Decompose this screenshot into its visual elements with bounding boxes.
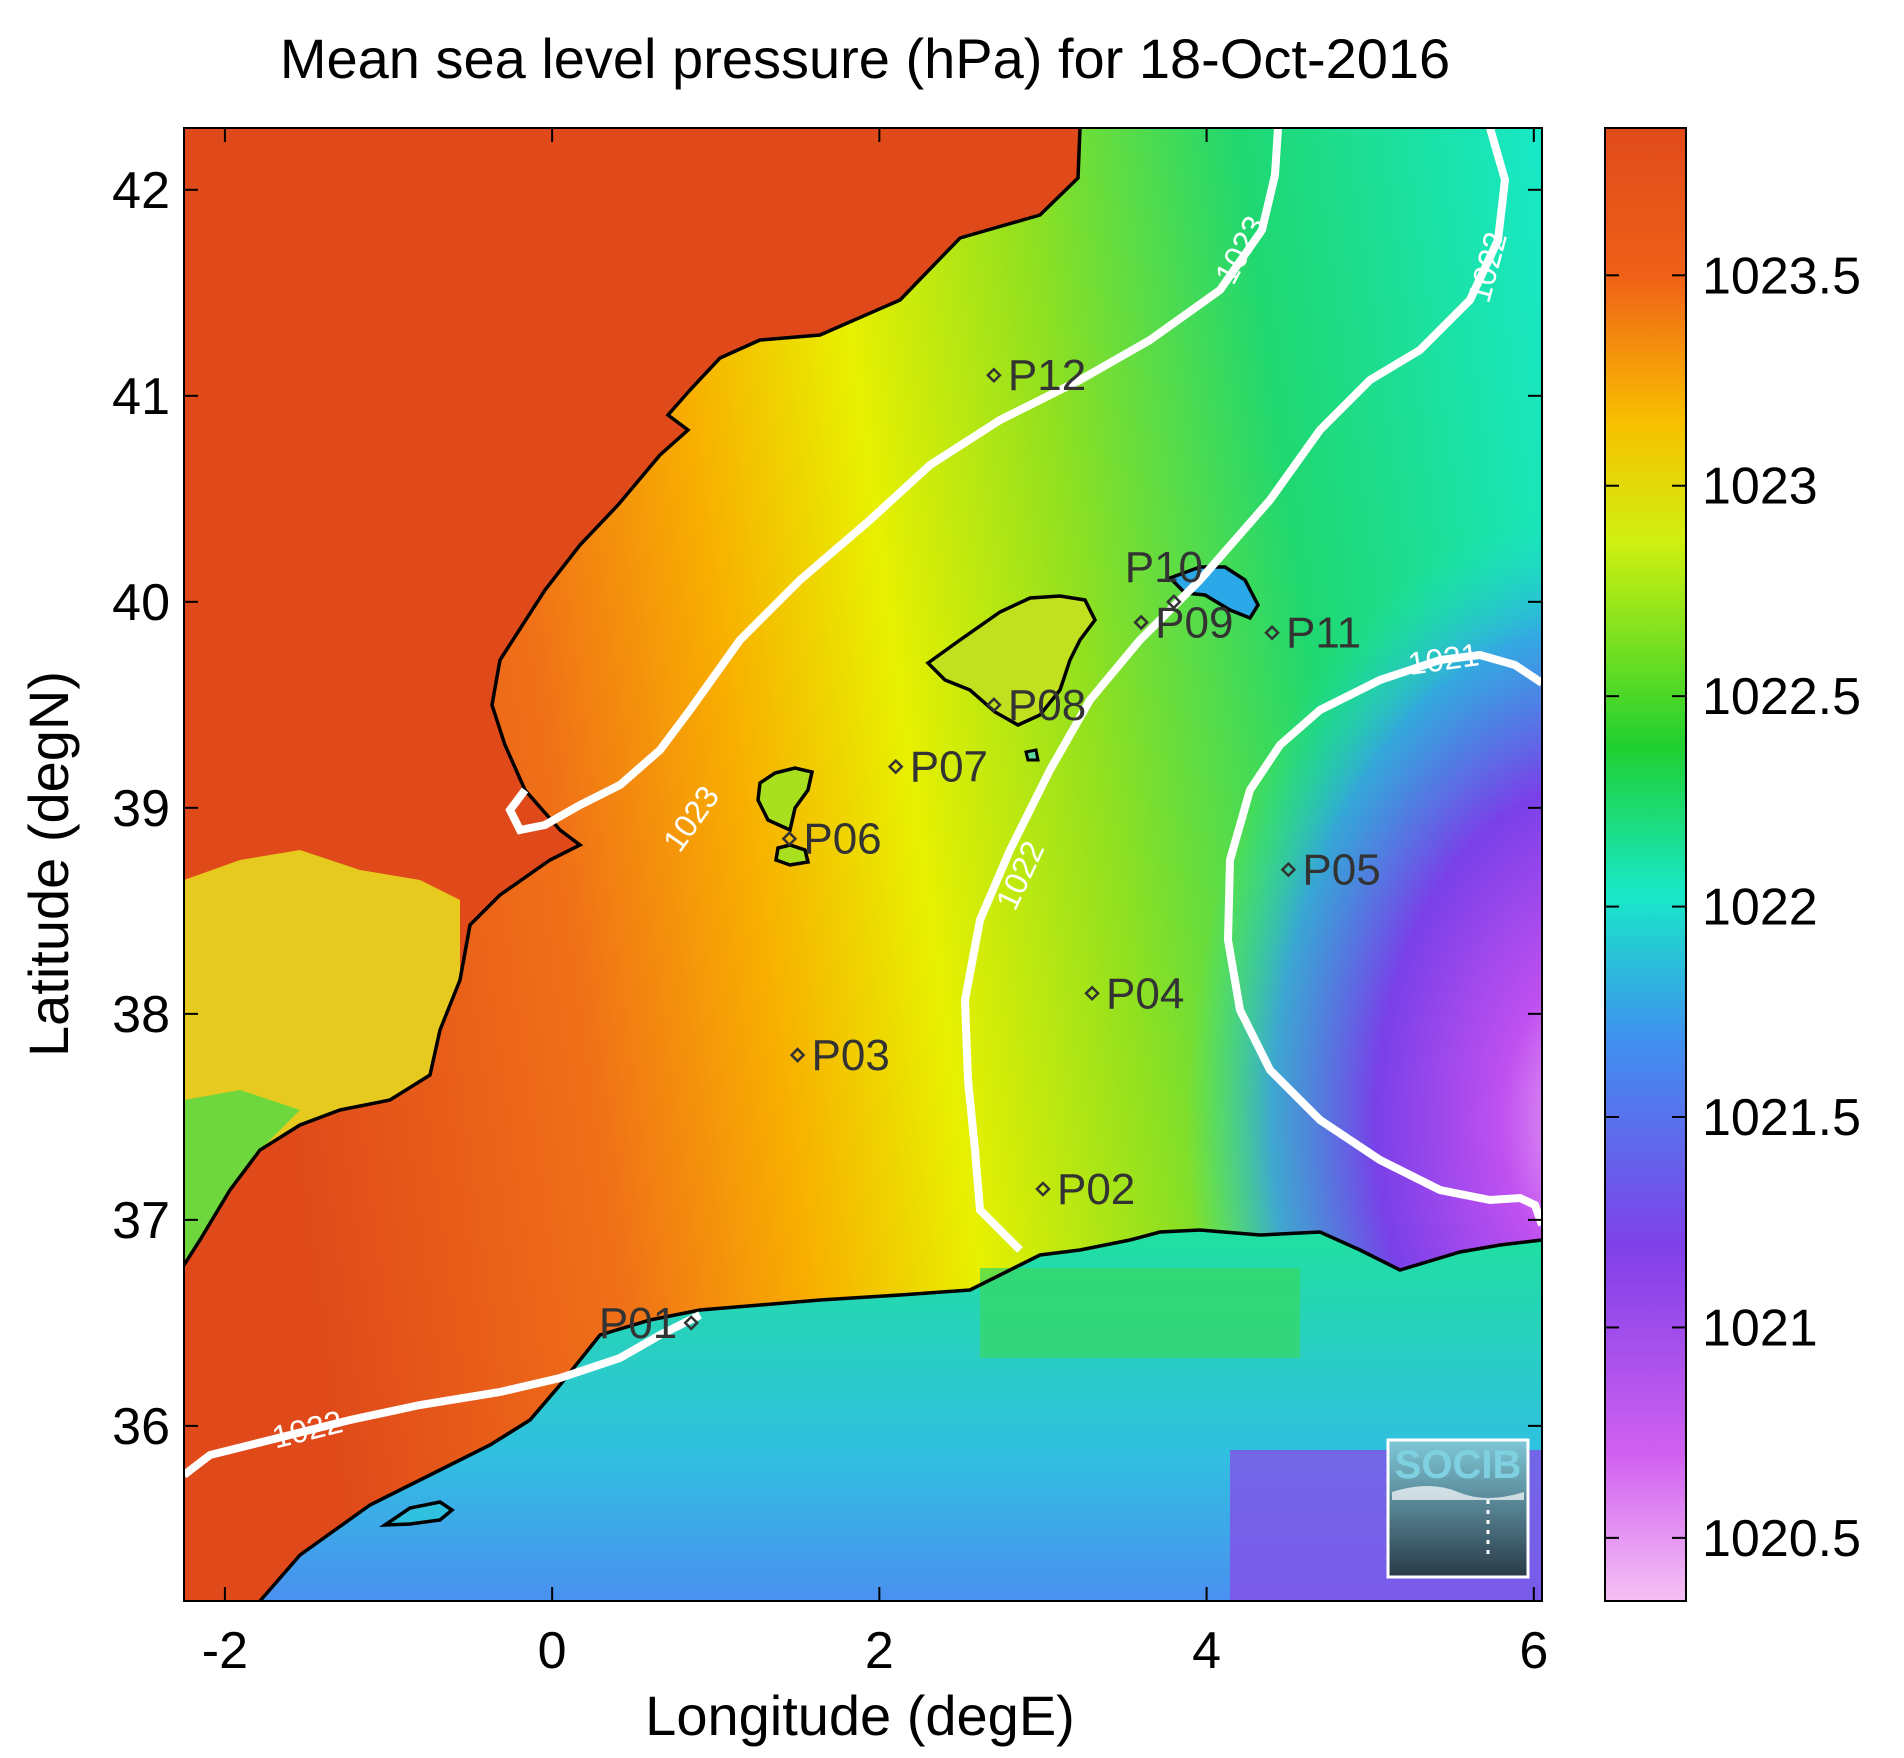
station-label: P08 (1008, 681, 1086, 730)
y-tick-label: 36 (112, 1398, 170, 1456)
y-tick-label: 42 (112, 162, 170, 220)
iberia-south-band (184, 850, 460, 1265)
isobar-1021 (1223, 650, 1542, 1227)
colorbar-frame (1604, 127, 1687, 1602)
station-p02: P02 (1035, 1165, 1135, 1214)
diamond-marker-icon (781, 830, 798, 847)
colorbar-ticks: 1020.5 1021 1021.5 1022 1022.5 1023 1023.5 (1605, 247, 1861, 1568)
coastline-north-africa (258, 1228, 1542, 1601)
plot-frame (183, 127, 1543, 1602)
diamond-marker-icon (1166, 594, 1182, 610)
station-label: P06 (803, 815, 881, 864)
diamond-marker-icon (1133, 614, 1149, 631)
x-tick-label: -2 (202, 1622, 248, 1680)
station-p03: P03 (789, 1031, 890, 1080)
station-label: P12 (1008, 351, 1086, 400)
chart-title: Mean sea level pressure (hPa) for 18-Oct… (280, 27, 1450, 90)
x-tick-label: 4 (1192, 1622, 1221, 1680)
y-tick-label: 39 (112, 780, 170, 838)
diamond-marker-icon (986, 367, 1002, 383)
x-tick-label: 6 (1519, 1622, 1548, 1680)
y-axis-ticks: 36 37 38 39 40 41 42 (112, 162, 1542, 1456)
y-axis-label: Latitude (degN) (17, 671, 80, 1057)
colorbar-tick-label: 1022 (1702, 879, 1818, 937)
diamond-marker-icon (1280, 861, 1297, 878)
isobar-1023 (505, 128, 1282, 835)
station-label: P05 (1302, 846, 1380, 895)
y-tick-label: 38 (112, 986, 170, 1044)
station-p05: P05 (1280, 846, 1381, 895)
diamond-marker-icon (789, 1047, 806, 1063)
diamond-marker-icon (1084, 985, 1100, 1002)
colorbar-tick-label: 1022.5 (1702, 668, 1861, 726)
station-p06: P06 (781, 815, 882, 864)
island-mallorca (925, 594, 1098, 727)
station-p04: P04 (1084, 969, 1184, 1018)
isobar-1022-east (960, 128, 1510, 1253)
diamond-marker-icon (683, 1315, 699, 1331)
y-tick-label: 37 (112, 1192, 170, 1250)
island-ibiza (756, 766, 815, 833)
station-label: P04 (1106, 969, 1184, 1018)
y-tick-label: 41 (112, 368, 170, 426)
socib-logo-text: SOCIB (1395, 1443, 1522, 1487)
iberia-southwest-green (184, 1090, 300, 1265)
colorbar-tick-label: 1021 (1702, 1299, 1818, 1357)
station-p08: P08 (986, 681, 1086, 730)
station-p11: P11 (1264, 609, 1361, 658)
y-tick-label: 40 (112, 574, 170, 632)
island-cabrera (1024, 748, 1040, 762)
station-label: P10 (1125, 543, 1203, 592)
station-label: P02 (1057, 1165, 1135, 1214)
coastline-alboran-island (378, 1500, 455, 1527)
station-p10: P10 (1125, 543, 1203, 610)
north-africa-green-patch (980, 1268, 1300, 1358)
colorbar-tick-label: 1020.5 (1702, 1510, 1861, 1568)
diamond-marker-icon (887, 758, 904, 775)
x-tick-label: 2 (865, 1622, 894, 1680)
colorbar-gradient (1605, 128, 1686, 1601)
map-plot-area: 1023 1023 1022 1022 1022 1021 SOCIB P01P… (184, 128, 1542, 1601)
coastline-iberia (184, 128, 1082, 1266)
station-p09: P09 (1133, 598, 1233, 647)
diamond-marker-icon (1035, 1181, 1051, 1197)
station-p07: P07 (887, 743, 988, 792)
isobar-1022-south (184, 1311, 702, 1479)
station-label: P07 (910, 743, 988, 792)
colorbar-tick-label: 1023 (1702, 458, 1818, 516)
x-axis-label: Longitude (degE) (645, 1684, 1075, 1747)
station-label: P09 (1155, 598, 1233, 647)
diamond-marker-icon (1264, 624, 1280, 641)
x-axis-ticks: -2 0 2 4 6 (202, 128, 1548, 1680)
colorbar-tick-label: 1023.5 (1702, 247, 1861, 305)
station-markers: P01 P02 P03 P04 P05 P06 P07 P08 P09 P10 P11 P12 (599, 351, 1381, 1348)
station-label: P01 (599, 1299, 677, 1348)
socib-logo: SOCIB (1386, 1438, 1530, 1579)
diamond-marker-icon (986, 697, 1002, 713)
station-p12: P12 (986, 351, 1086, 400)
colorbar-tick-label: 1021.5 (1702, 1089, 1861, 1147)
station-label: P03 (812, 1031, 890, 1080)
x-tick-label: 0 (538, 1622, 567, 1680)
station-p01: P01 (599, 1299, 699, 1348)
station-label: P11 (1286, 609, 1361, 658)
colorbar: 1020.5 1021 1021.5 1022 1022.5 1023 1023.5 (1604, 127, 1861, 1602)
